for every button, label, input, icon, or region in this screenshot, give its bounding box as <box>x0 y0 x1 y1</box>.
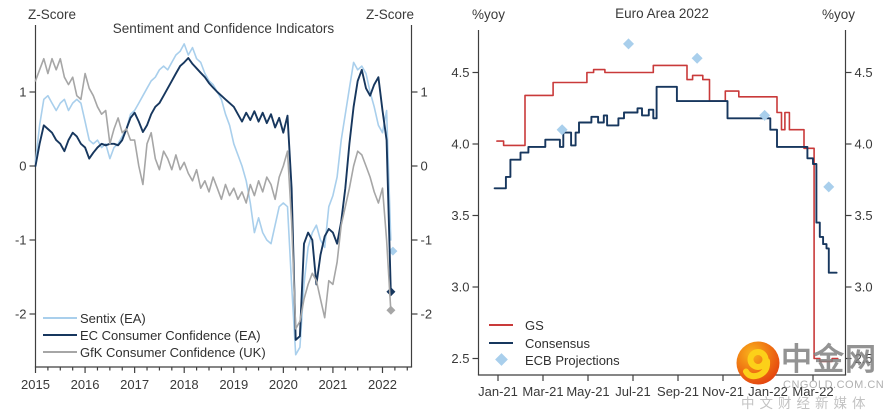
svg-text:Nov-21: Nov-21 <box>702 384 744 399</box>
chart-euro-area-2022: 2.5 2.5 3.0 3.0 3.5 3.5 4.0 4.0 4.5 4.5 Jan-21 Mar-… <box>451 30 873 399</box>
svg-text:0: 0 <box>421 159 428 174</box>
gs-line-swatch <box>489 324 513 326</box>
legend-item-ecb-projections: ECB Projections <box>489 352 620 368</box>
legend-item-gfk-confidence: GfK Consumer Confidence (UK) <box>43 344 266 360</box>
right-chart-title: Euro Area 2022 <box>615 6 709 21</box>
svg-text:2017: 2017 <box>120 377 149 392</box>
svg-text:2018: 2018 <box>170 377 199 392</box>
svg-text:3.5: 3.5 <box>855 208 873 223</box>
svg-text:Mar-21: Mar-21 <box>522 384 563 399</box>
sentix-line-swatch <box>43 317 77 319</box>
series-consensus <box>493 85 838 274</box>
latest-value-diamond-gfk-consumer-confidence-uk <box>386 305 396 315</box>
svg-text:4.5: 4.5 <box>451 65 469 80</box>
left-chart-unit-right: Z-Score <box>366 7 415 22</box>
legend-label: ECB Projections <box>525 352 620 368</box>
svg-text:2.5: 2.5 <box>451 351 469 366</box>
svg-text:Jan-22: Jan-22 <box>748 384 788 399</box>
legend-item-consensus: Consensus <box>489 335 591 351</box>
svg-text:May-21: May-21 <box>566 384 609 399</box>
svg-text:1: 1 <box>421 85 428 100</box>
svg-text:-1: -1 <box>421 233 433 248</box>
svg-text:-2: -2 <box>15 307 27 322</box>
svg-text:1: 1 <box>19 85 26 100</box>
svg-text:4.0: 4.0 <box>855 137 873 152</box>
series-gfk-consumer-confidence-uk <box>34 57 392 330</box>
consensus-line-swatch <box>489 342 513 344</box>
legend-label: Sentix (EA) <box>80 310 146 326</box>
svg-text:2015: 2015 <box>21 377 50 392</box>
series-sentix-ea <box>34 43 392 356</box>
svg-text:3.0: 3.0 <box>855 280 873 295</box>
legend-item-ec-confidence: EC Consumer Confidence (EA) <box>43 327 261 343</box>
svg-text:Sep-21: Sep-21 <box>657 384 699 399</box>
svg-text:2022: 2022 <box>368 377 397 392</box>
left-chart-unit-left: Z-Score <box>28 7 77 22</box>
svg-text:4.5: 4.5 <box>855 65 873 80</box>
ecb-diamond-swatch <box>494 353 508 366</box>
svg-text:-1: -1 <box>15 233 27 248</box>
svg-text:2021: 2021 <box>318 377 347 392</box>
legend-label: EC Consumer Confidence (EA) <box>80 327 261 343</box>
svg-text:2019: 2019 <box>219 377 248 392</box>
ec-line-swatch <box>43 334 77 336</box>
svg-text:3.5: 3.5 <box>451 208 469 223</box>
svg-text:3.0: 3.0 <box>451 280 469 295</box>
svg-text:Mar-22: Mar-22 <box>792 384 833 399</box>
svg-text:-2: -2 <box>421 307 433 322</box>
svg-text:4.0: 4.0 <box>451 137 469 152</box>
legend-item-gs: GS <box>489 317 544 333</box>
left-chart-title: Sentiment and Confidence Indicators <box>112 21 335 36</box>
gfk-line-swatch <box>43 351 77 353</box>
svg-text:2020: 2020 <box>269 377 298 392</box>
right-chart-unit-left: %yoy <box>472 7 506 22</box>
right-chart-unit-right: %yoy <box>822 7 856 22</box>
legend-label: GfK Consumer Confidence (UK) <box>80 344 266 360</box>
legend-label: Consensus <box>525 335 591 351</box>
series-gs <box>496 64 839 363</box>
svg-text:2016: 2016 <box>71 377 100 392</box>
svg-text:2.5: 2.5 <box>855 351 873 366</box>
series-ecb-projections <box>556 38 835 193</box>
latest-value-diamond-ec-consumer-confidence-ea <box>386 287 396 297</box>
legend-label: GS <box>525 317 544 333</box>
svg-text:Jan-21: Jan-21 <box>478 384 518 399</box>
chart-sentiment-and-confidence-indicators: 1 1 0 0 -1 -1 -2 -2 2015 2016 2017 2018 2019 2020 2021… <box>15 25 432 392</box>
legend-item-sentix: Sentix (EA) <box>43 310 146 326</box>
svg-text:0: 0 <box>19 159 26 174</box>
series-ec-consumer-confidence-ea <box>34 57 392 341</box>
svg-text:Jul-21: Jul-21 <box>615 384 650 399</box>
